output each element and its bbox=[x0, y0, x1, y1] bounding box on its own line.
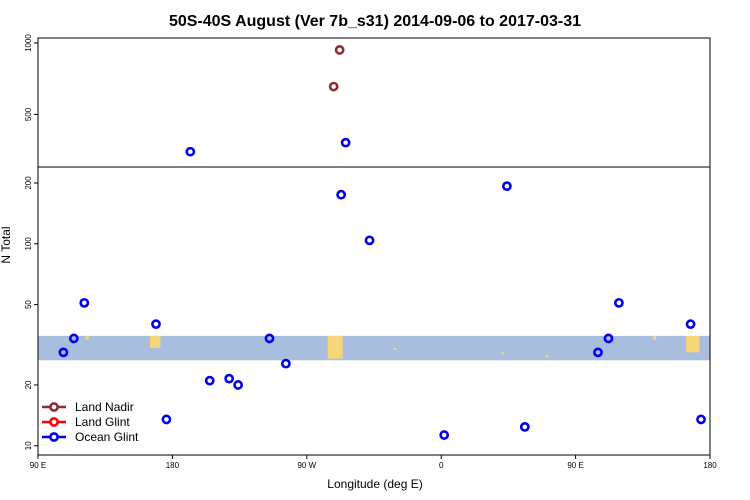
legend-marker-ocean-glint bbox=[49, 432, 59, 442]
land-patch bbox=[393, 347, 397, 350]
ocean-glint-point bbox=[593, 347, 603, 358]
land-patch bbox=[150, 335, 161, 348]
legend-label-land-nadir: Land Nadir bbox=[75, 400, 134, 414]
land-nadir-point bbox=[334, 45, 345, 55]
ocean-glint-point bbox=[161, 414, 172, 425]
upper-panel-frame bbox=[37, 37, 711, 168]
legend-label-land-glint: Land Glint bbox=[75, 415, 130, 429]
ocean-glint-point bbox=[151, 319, 161, 330]
land-patch bbox=[85, 335, 89, 340]
ocean-glint-point bbox=[696, 414, 706, 425]
ocean-glint-point bbox=[58, 347, 69, 358]
land-patch bbox=[327, 335, 343, 359]
y-tick-label: 10 bbox=[24, 441, 33, 450]
y-tick-label: 50 bbox=[24, 300, 33, 309]
legend-marker-land-glint bbox=[49, 417, 59, 427]
ocean-glint-point bbox=[336, 189, 347, 200]
ocean-glint-point bbox=[280, 358, 291, 369]
x-tick-label: 180 bbox=[166, 461, 180, 470]
ocean-glint-point bbox=[502, 181, 512, 192]
ocean-glint-point bbox=[614, 297, 624, 308]
y-tick-label: 100 bbox=[24, 237, 33, 251]
y-tick-label: 200 bbox=[24, 176, 33, 190]
ocean-glint-point bbox=[224, 373, 235, 384]
ocean-glint-point bbox=[364, 235, 375, 246]
x-axis-label: Longitude (deg E) bbox=[327, 477, 422, 491]
y-tick-label: 500 bbox=[24, 107, 33, 121]
ocean-glint-point bbox=[685, 319, 696, 330]
ocean-glint-point bbox=[185, 146, 196, 157]
ocean-glint-point bbox=[204, 375, 215, 386]
ocean-glint-point bbox=[68, 333, 79, 344]
land-nadir-point bbox=[328, 81, 339, 92]
land-band bbox=[38, 335, 710, 361]
y-tick-label: 20 bbox=[24, 380, 33, 389]
x-tick-label: 90 E bbox=[567, 461, 583, 470]
land-patch bbox=[653, 335, 657, 340]
land-patch bbox=[686, 335, 700, 353]
y-axis-label: N Total bbox=[0, 226, 13, 263]
x-tick-label: 90 W bbox=[297, 461, 316, 470]
chart-title: 50S-40S August (Ver 7b_s31) 2014-09-06 t… bbox=[169, 13, 581, 30]
land-patch bbox=[500, 352, 504, 355]
y-tick-label: 1000 bbox=[24, 34, 33, 52]
land-patch bbox=[545, 355, 549, 358]
ocean-glint-point bbox=[603, 333, 614, 344]
x-tick-label: 90 E bbox=[30, 461, 46, 470]
ocean-glint-point bbox=[233, 380, 244, 390]
lower-panel-frame bbox=[37, 166, 711, 456]
ocean-glint-point bbox=[264, 333, 275, 344]
ocean-glint-point bbox=[439, 430, 450, 440]
ocean-glint-point bbox=[340, 137, 351, 148]
ocean-glint-point bbox=[519, 421, 530, 432]
ocean-glint-point bbox=[79, 297, 90, 308]
legend-marker-land-nadir bbox=[49, 402, 59, 412]
legend-label-ocean-glint: Ocean Glint bbox=[75, 430, 139, 444]
x-tick-label: 180 bbox=[703, 461, 717, 470]
x-tick-label: 0 bbox=[439, 461, 444, 470]
